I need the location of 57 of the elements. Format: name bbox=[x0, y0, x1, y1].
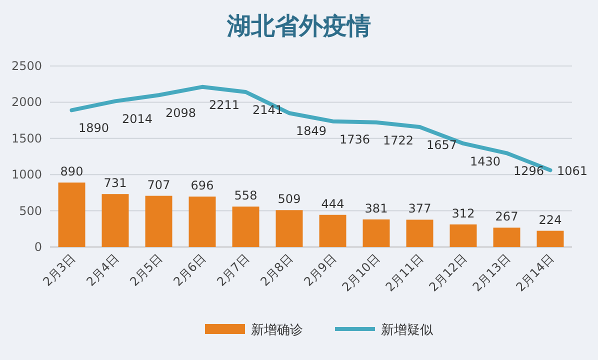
x-tick-label: 2月5日 bbox=[127, 251, 165, 289]
data-label: 696 bbox=[190, 178, 214, 193]
x-tick-label: 2月3日 bbox=[40, 251, 78, 289]
bar bbox=[536, 230, 564, 247]
x-tick-label: 2月13日 bbox=[470, 251, 513, 294]
data-label: 1736 bbox=[339, 132, 370, 146]
x-tick-label: 2月4日 bbox=[84, 251, 122, 289]
data-label: 1430 bbox=[470, 154, 501, 168]
y-tick-label: 1500 bbox=[11, 131, 42, 146]
data-label: 509 bbox=[278, 192, 301, 206]
data-label: 558 bbox=[234, 188, 258, 203]
data-label: 444 bbox=[321, 196, 344, 211]
y-tick-label: 0 bbox=[34, 240, 42, 254]
data-label: 890 bbox=[60, 164, 84, 179]
data-label: 267 bbox=[495, 210, 518, 224]
x-tick-label: 2月8日 bbox=[258, 251, 296, 289]
bar bbox=[276, 210, 303, 247]
bar bbox=[406, 220, 434, 247]
y-tick-label: 2500 bbox=[11, 59, 42, 73]
y-tick-label: 500 bbox=[19, 204, 42, 218]
x-tick-label: 2月11日 bbox=[382, 251, 426, 294]
data-label: 1061 bbox=[556, 164, 588, 178]
x-tick-label: 2月6日 bbox=[170, 251, 208, 289]
data-label: 2141 bbox=[252, 102, 284, 117]
bar bbox=[232, 206, 260, 247]
data-label: 377 bbox=[408, 202, 432, 216]
data-label: 381 bbox=[364, 201, 388, 216]
x-tick-label: 2月12日 bbox=[426, 251, 470, 294]
data-label: 2211 bbox=[208, 98, 240, 112]
data-label: 1722 bbox=[382, 133, 414, 148]
chart-title: 湖北省外疫情 bbox=[226, 12, 371, 40]
data-label: 2014 bbox=[122, 112, 153, 126]
data-label: 707 bbox=[147, 178, 170, 192]
x-tick-label: 2月14日 bbox=[513, 251, 556, 294]
bar bbox=[58, 182, 86, 247]
x-tick-label: 2月10日 bbox=[339, 251, 382, 294]
bar bbox=[493, 228, 520, 247]
y-tick-label: 2000 bbox=[11, 95, 42, 110]
bar bbox=[362, 219, 390, 247]
data-label: 1849 bbox=[296, 124, 327, 138]
legend-label: 新增疑似 bbox=[381, 323, 433, 338]
bar bbox=[450, 224, 477, 247]
bar bbox=[188, 196, 216, 247]
x-tick-label: 2月9日 bbox=[301, 251, 339, 289]
data-label: 1890 bbox=[78, 121, 110, 136]
data-label: 731 bbox=[104, 176, 127, 190]
bar bbox=[319, 214, 346, 247]
y-tick-label: 1000 bbox=[11, 168, 42, 182]
bar bbox=[102, 194, 129, 247]
legend-label: 新增确诊 bbox=[251, 323, 303, 338]
data-label: 2098 bbox=[165, 106, 196, 120]
data-label: 224 bbox=[538, 212, 562, 227]
data-label: 312 bbox=[452, 206, 475, 220]
data-label: 1657 bbox=[426, 138, 458, 152]
x-tick-label: 2月7日 bbox=[214, 251, 252, 289]
data-label: 1296 bbox=[513, 164, 544, 178]
bar bbox=[145, 196, 172, 247]
